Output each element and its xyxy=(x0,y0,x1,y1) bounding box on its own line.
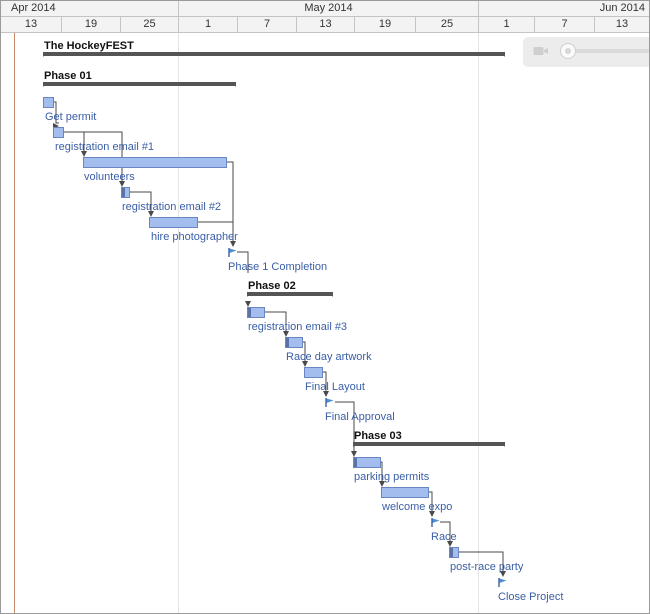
day-cell: 13 xyxy=(296,17,354,32)
task-label: post-race party xyxy=(450,561,524,573)
milestone-flag-icon[interactable] xyxy=(228,248,237,257)
timeline-day-header: 13 19 25 1 7 13 19 25 1 7 13 xyxy=(1,17,649,33)
task-bar[interactable] xyxy=(53,127,64,138)
month-gridline xyxy=(478,33,479,613)
day-cell: 1 xyxy=(178,17,237,32)
task-label: Final Layout xyxy=(305,381,365,393)
task-label: Race day artwork xyxy=(286,351,372,363)
task-label: registration email #3 xyxy=(248,321,348,333)
milestone-label: Close Project xyxy=(498,591,564,603)
phase-summary-bar[interactable] xyxy=(43,82,236,87)
zoom-slider-handle[interactable] xyxy=(560,43,576,59)
month-cell: Apr 2014 xyxy=(11,2,56,14)
phase-summary-label: Phase 03 xyxy=(354,430,402,442)
task-label: welcome expo xyxy=(382,501,453,513)
today-line xyxy=(14,33,15,613)
phase-summary-label: Phase 02 xyxy=(248,280,296,292)
phase-summary-bar[interactable] xyxy=(247,292,333,297)
phase-summary-bar[interactable] xyxy=(353,442,505,447)
milestone-flag-icon[interactable] xyxy=(325,398,334,407)
day-cell: 13 xyxy=(24,18,38,30)
task-bar[interactable] xyxy=(149,217,198,228)
day-cell: 1 xyxy=(478,17,534,32)
day-cell: 25 xyxy=(120,17,178,32)
task-label: parking permits xyxy=(354,471,430,483)
camera-icon[interactable] xyxy=(533,45,549,57)
phase-summary-label: Phase 01 xyxy=(44,70,92,82)
day-cell: 19 xyxy=(61,17,120,32)
milestone-label: Race xyxy=(431,531,457,543)
day-cell: 7 xyxy=(237,17,296,32)
task-progress xyxy=(248,308,251,317)
zoom-control xyxy=(523,37,649,67)
milestone-flag-icon[interactable] xyxy=(498,578,507,587)
project-summary-bar[interactable] xyxy=(43,52,505,57)
task-bar[interactable] xyxy=(285,337,303,348)
month-gridline xyxy=(178,33,179,613)
zoom-slider-track[interactable] xyxy=(563,49,649,53)
task-label: registration email #1 xyxy=(55,141,155,153)
task-label: volunteers xyxy=(84,171,135,183)
task-progress xyxy=(122,188,125,197)
milestone-flag-icon[interactable] xyxy=(431,518,440,527)
day-cell: 7 xyxy=(534,17,594,32)
task-bar[interactable] xyxy=(121,187,130,198)
timeline-month-header: Apr 2014 May 2014 Jun 2014 xyxy=(1,1,649,17)
milestone-label: Phase 1 Completion xyxy=(228,261,328,273)
day-cell: 13 xyxy=(594,17,649,32)
task-label: hire photographer xyxy=(151,231,238,243)
task-bar[interactable] xyxy=(83,157,227,168)
day-cell: 25 xyxy=(415,17,478,32)
task-bar[interactable] xyxy=(43,97,54,108)
task-bar[interactable] xyxy=(449,547,459,558)
task-label: registration email #2 xyxy=(122,201,222,213)
task-bar[interactable] xyxy=(247,307,265,318)
task-bar[interactable] xyxy=(353,457,381,468)
day-cell: 19 xyxy=(354,17,415,32)
month-cell: Jun 2014 xyxy=(478,1,649,16)
task-bar[interactable] xyxy=(381,487,429,498)
month-cell: May 2014 xyxy=(178,1,478,16)
task-label: Get permit xyxy=(45,111,97,123)
task-progress xyxy=(450,548,453,557)
task-bar[interactable] xyxy=(304,367,323,378)
task-progress xyxy=(354,458,357,467)
milestone-label: Final Approval xyxy=(325,411,395,423)
task-progress xyxy=(286,338,289,347)
project-summary-label: The HockeyFEST xyxy=(44,40,134,52)
